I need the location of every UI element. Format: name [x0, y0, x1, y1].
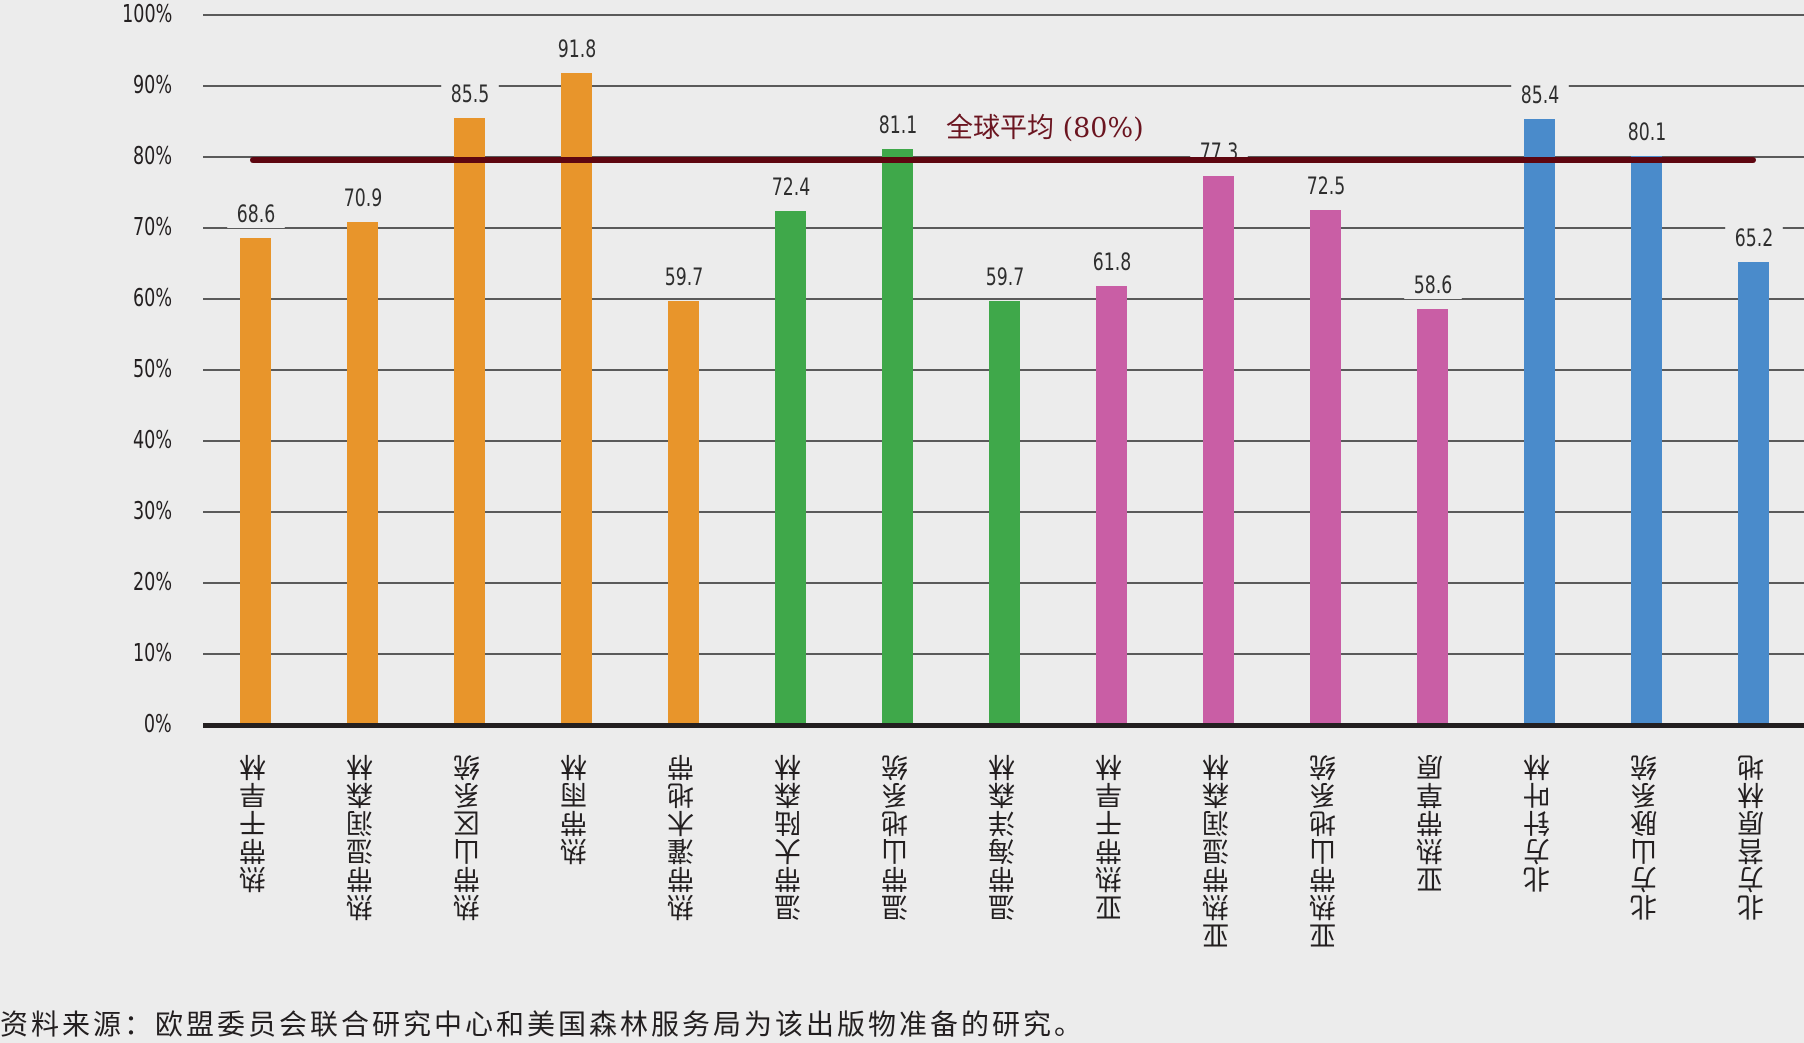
bar: [1203, 176, 1234, 725]
x-category-label: 温带海洋森林: [988, 753, 1020, 921]
y-tick-label: 70%: [133, 212, 172, 241]
x-category-label: 热带灌木地带: [667, 753, 699, 921]
global-average-line: [250, 157, 1756, 163]
bar: [1310, 210, 1341, 725]
x-axis-line: [203, 723, 1804, 728]
bar-value-label: 58.6: [1403, 270, 1462, 299]
bar-value-label: 72.4: [761, 172, 820, 201]
bar-value-label: 91.8: [547, 35, 606, 64]
x-category-label: 北方针叶林: [1523, 753, 1555, 893]
bar-value-label: 85.4: [1510, 80, 1569, 109]
bar: [668, 301, 699, 725]
bar-value-label: 81.1: [868, 111, 927, 140]
x-category-label: 亚热带草原: [1416, 753, 1448, 893]
y-tick-label: 100%: [121, 0, 172, 28]
y-tick-label: 30%: [133, 496, 172, 525]
y-tick-label: 10%: [133, 638, 172, 667]
bar: [1417, 308, 1448, 725]
gridline: [203, 85, 1804, 87]
y-tick-label: 0%: [144, 709, 172, 738]
x-category-label: 亚热带山地系统: [1309, 753, 1341, 949]
y-tick-label: 40%: [133, 425, 172, 454]
bar: [240, 237, 271, 725]
y-tick-label: 60%: [133, 283, 172, 312]
x-category-label: 热带雨林: [560, 753, 592, 865]
bar: [882, 149, 913, 725]
x-category-label: 温带大陆森林: [774, 753, 806, 921]
bar-value-label: 61.8: [1082, 248, 1141, 277]
y-tick-label: 90%: [133, 70, 172, 99]
x-category-label: 亚热带湿润森林: [1202, 753, 1234, 949]
y-tick-label: 50%: [133, 354, 172, 383]
global-average-label: 全球平均 (80%): [946, 113, 1144, 144]
gridline: [203, 227, 1804, 229]
x-category-label: 热带山区系统: [453, 753, 485, 921]
y-tick-label: 80%: [133, 141, 172, 170]
bar: [1096, 286, 1127, 725]
x-category-label: 亚热带干旱林: [1095, 753, 1127, 921]
bar-value-label: 59.7: [654, 263, 713, 292]
bar: [1631, 156, 1662, 725]
x-category-label: 热带干旱林: [239, 753, 271, 893]
bar-value-label: 85.5: [440, 79, 499, 108]
bar-value-label: 72.5: [1296, 172, 1355, 201]
bar: [347, 221, 378, 725]
bar-value-label: 65.2: [1724, 224, 1783, 253]
bar: [1524, 118, 1555, 725]
x-category-label: 北方苔原林地: [1737, 753, 1769, 921]
bar-value-label: 68.6: [226, 199, 285, 228]
x-category-label: 温带山地系统: [881, 753, 913, 921]
x-category-label: 热带湿润森林: [346, 753, 378, 921]
gridline: [203, 14, 1804, 16]
y-tick-label: 20%: [133, 567, 172, 596]
bar-value-label: 70.9: [333, 183, 392, 212]
bar: [561, 73, 592, 725]
bar: [454, 117, 485, 725]
x-category-label: 北方山脉系统: [1630, 753, 1662, 921]
bar-value-label: 80.1: [1617, 118, 1676, 147]
source-footnote: 资料来源：欧盟委员会联合研究中心和美国森林服务局为该出版物准备的研究。: [0, 1008, 1086, 1041]
bar: [775, 210, 806, 725]
bar-value-label: 59.7: [975, 263, 1034, 292]
bar: [989, 301, 1020, 725]
bar: [1738, 262, 1769, 725]
gridline: [203, 298, 1804, 300]
